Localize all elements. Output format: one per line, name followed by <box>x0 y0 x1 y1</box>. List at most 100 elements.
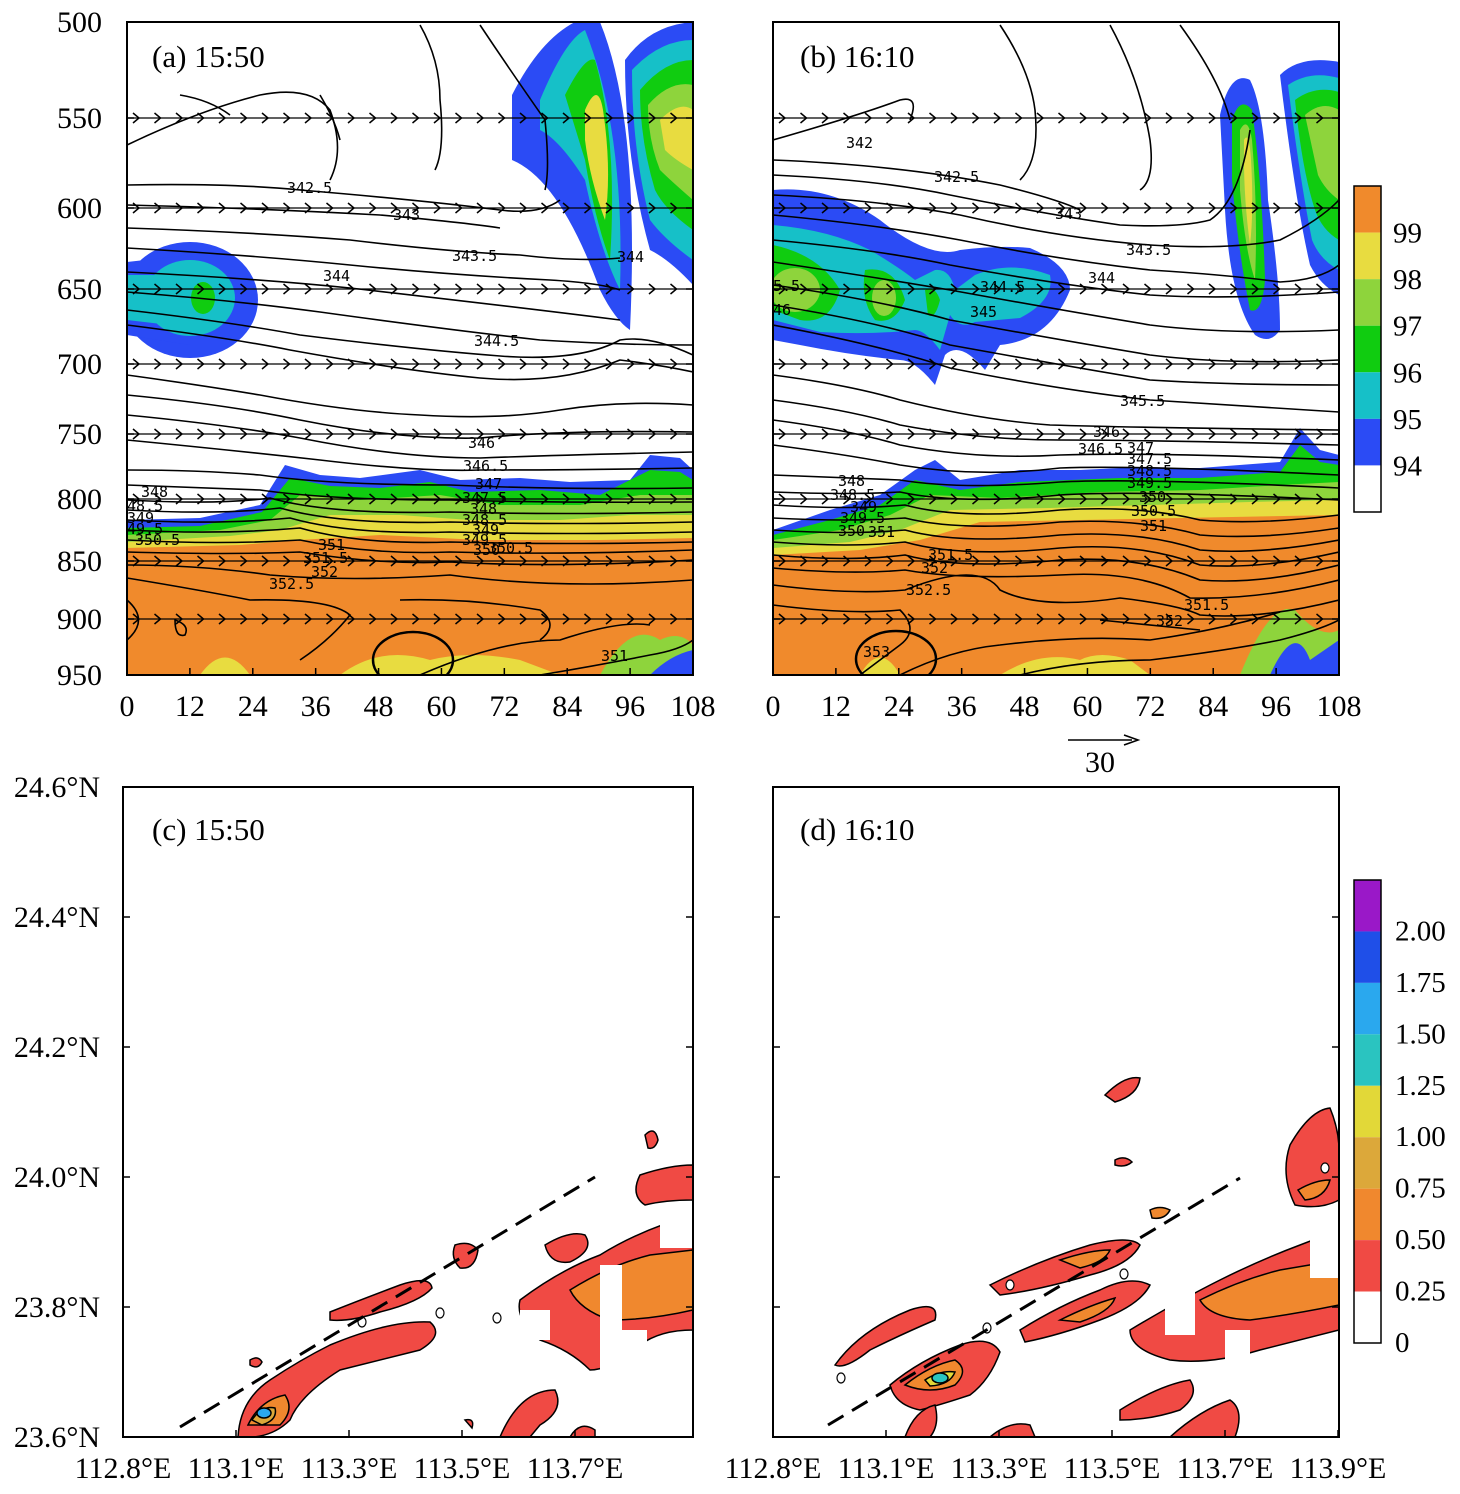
wind-arrow <box>605 202 614 214</box>
x-tick-label: 24 <box>884 690 914 723</box>
svg-text:347: 347 <box>1127 439 1154 457</box>
y-tick-label: 950 <box>57 659 102 692</box>
wind-arrow <box>1036 555 1045 567</box>
wind-arrow <box>821 493 830 505</box>
wind-arrow <box>240 358 248 370</box>
wind-arrow <box>1165 202 1174 214</box>
wind-arrow <box>261 202 270 214</box>
wind-arrow <box>240 283 248 295</box>
wind-arrow <box>1294 202 1303 214</box>
x-tick-label: 96 <box>1261 690 1291 723</box>
wind-arrow <box>390 358 399 370</box>
wind-arrow <box>1079 202 1088 214</box>
wind-arrow <box>1208 358 1217 370</box>
wind-arrow <box>562 493 571 505</box>
wind-arrow <box>304 555 313 567</box>
x-tick-label: 113.3°E <box>301 1452 398 1485</box>
wind-arrow <box>1187 112 1195 124</box>
wind-arrow <box>261 493 270 505</box>
wind-arrow <box>627 613 635 625</box>
wind-arrow <box>605 283 614 295</box>
wind-arrow <box>843 112 851 124</box>
wind-arrow <box>455 493 463 505</box>
wind-arrow <box>929 555 937 567</box>
shading-yellow-surface <box>200 657 250 675</box>
wind-arrow <box>1165 613 1174 625</box>
wind-arrow <box>1316 493 1324 505</box>
wind-arrow <box>972 112 980 124</box>
wind-arrow <box>390 555 399 567</box>
wind-arrow <box>283 613 291 625</box>
wind-arrow <box>1058 202 1066 214</box>
wind-arrow <box>412 493 420 505</box>
wind-arrow <box>240 428 248 440</box>
wind-arrow <box>1144 555 1152 567</box>
svg-text:345.5: 345.5 <box>1120 392 1165 410</box>
wind-arrow <box>886 358 894 370</box>
wind-arrow <box>1101 428 1109 440</box>
wind-arrow <box>907 428 916 440</box>
svg-text:350.5: 350.5 <box>1131 502 1176 520</box>
colorbar-frame <box>1353 879 1382 1344</box>
wind-arrow <box>843 428 851 440</box>
wind-arrow <box>218 613 227 625</box>
wind-arrow <box>950 283 959 295</box>
panel-a: 342.5 343 343.5 344 344 344.5 346 346.5 … <box>57 6 716 723</box>
wind-arrow <box>154 202 162 214</box>
wind-arrow <box>1015 428 1023 440</box>
wind-arrow <box>369 555 377 567</box>
blob-d10 <box>1119 1379 1195 1421</box>
wind-arrow <box>541 613 549 625</box>
svg-text:348: 348 <box>141 483 168 501</box>
y-tick-label: 600 <box>57 192 102 225</box>
wind-arrow <box>519 493 528 505</box>
wind-arrow <box>283 428 291 440</box>
wind-arrow <box>326 112 334 124</box>
x-tick-label: 36 <box>301 690 331 723</box>
wind-arrow <box>648 358 657 370</box>
x-tick-label: 112.8°E <box>725 1452 822 1485</box>
svg-text:343: 343 <box>1055 205 1082 223</box>
wind-arrow <box>886 555 894 567</box>
wind-arrow <box>240 112 248 124</box>
blob-c10 <box>569 1425 596 1437</box>
wind-arrow <box>476 428 485 440</box>
svg-text:342: 342 <box>846 134 873 152</box>
wind-arrow <box>1058 493 1066 505</box>
wind-arrow <box>929 493 937 505</box>
wind-arrow <box>800 493 808 505</box>
wind-arrow <box>154 112 162 124</box>
cell-right-yellow <box>660 106 693 170</box>
wind-arrow <box>1079 358 1088 370</box>
blob-d12 <box>904 1404 938 1437</box>
wind-arrow <box>821 202 830 214</box>
svg-text:351: 351 <box>318 536 345 554</box>
wind-arrow <box>1316 202 1324 214</box>
wind-arrow <box>864 112 873 124</box>
svg-text:348.5: 348.5 <box>1127 462 1172 480</box>
wind-arrow <box>1015 493 1023 505</box>
wind-arrow <box>1294 112 1303 124</box>
wind-arrow <box>455 555 463 567</box>
wind-arrow <box>670 613 678 625</box>
wind-arrow <box>886 112 894 124</box>
y-tick-label: 850 <box>57 545 102 578</box>
wind-arrow <box>670 202 678 214</box>
blob-d8 <box>1114 1157 1134 1167</box>
wind-arrow <box>800 283 808 295</box>
wind-arrow <box>627 555 635 567</box>
x-tick-label: 60 <box>1072 690 1102 723</box>
wind-arrow <box>240 202 248 214</box>
wind-arrow <box>843 555 851 567</box>
wind-arrow <box>390 428 399 440</box>
wind-arrow <box>584 555 592 567</box>
wind-arrow <box>1230 428 1238 440</box>
wind-arrow <box>1036 202 1045 214</box>
wind-arrow <box>283 283 291 295</box>
panel-d-axes: 112.8°E 113.1°E 113.3°E 113.5°E 113.7°E 113.9… <box>725 786 1386 1485</box>
panel-b-contour-labels: 342 342.5 343 343.5 344 344.5 345 345.5 … <box>773 134 1229 661</box>
svg-text:350: 350 <box>1139 488 1166 506</box>
wind-arrow <box>864 202 873 214</box>
x-tick-label: 113.7°E <box>527 1452 624 1485</box>
svg-text:353: 353 <box>863 643 890 661</box>
